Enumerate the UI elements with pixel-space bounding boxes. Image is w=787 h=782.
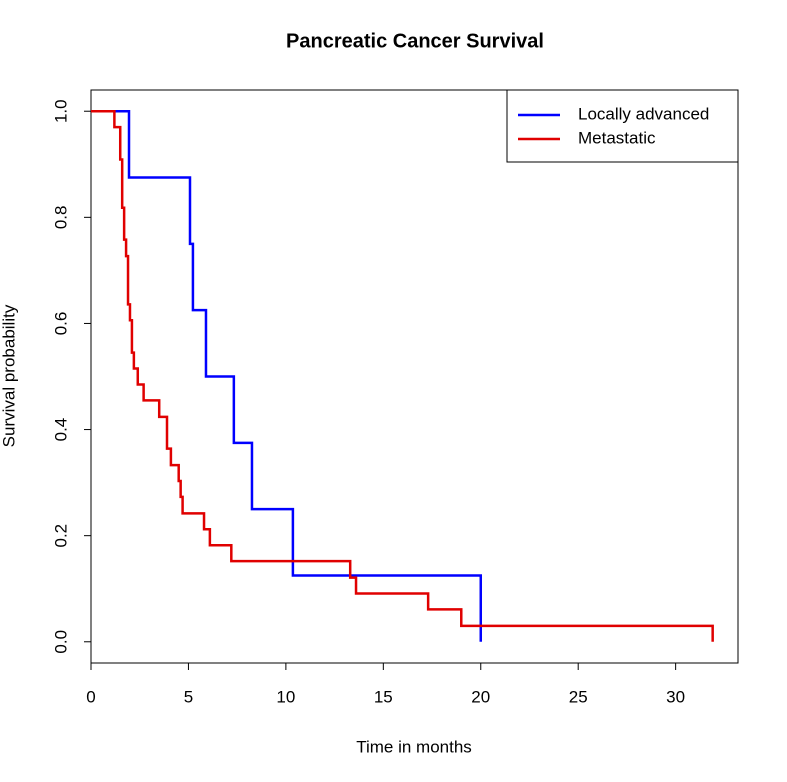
plot-frame bbox=[90, 89, 739, 664]
y-tick-label: 0.8 bbox=[51, 206, 70, 230]
x-tick-label: 10 bbox=[276, 687, 295, 706]
legend-label: Metastatic bbox=[578, 128, 656, 147]
survival-curve bbox=[91, 109, 483, 642]
legend-label: Locally advanced bbox=[578, 104, 709, 123]
x-tick-label: 0 bbox=[86, 687, 95, 706]
chart-title: Pancreatic Cancer Survival bbox=[286, 30, 544, 52]
y-tick-label: 0.2 bbox=[51, 524, 70, 548]
y-tick-label: 0.6 bbox=[51, 312, 70, 336]
legend-box bbox=[506, 89, 739, 163]
x-tick-label: 15 bbox=[374, 687, 393, 706]
x-tick-label: 25 bbox=[569, 687, 588, 706]
y-tick-label: 0.4 bbox=[51, 418, 70, 442]
y-tick-label: 1.0 bbox=[51, 99, 70, 123]
y-tick-label: 0.0 bbox=[51, 630, 70, 654]
x-axis-label: Time in months bbox=[356, 737, 472, 756]
x-tick-label: 30 bbox=[666, 687, 685, 706]
x-tick-label: 20 bbox=[471, 687, 490, 706]
x-tick-label: 5 bbox=[184, 687, 193, 706]
survival-curve bbox=[91, 109, 714, 642]
y-axis-label: Survival probability bbox=[0, 304, 18, 447]
